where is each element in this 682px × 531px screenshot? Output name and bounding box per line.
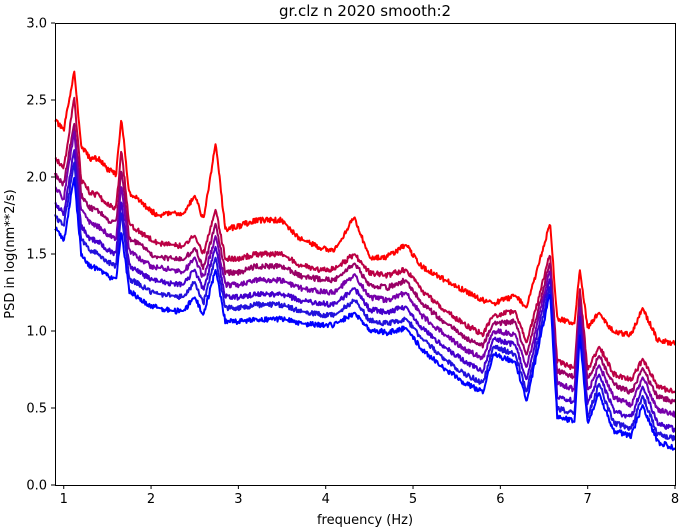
y-axis-label: PSD in log(nm**2/s) — [3, 189, 18, 319]
y-tick-label: 2.5 — [26, 94, 47, 109]
y-tick-label: 2.0 — [26, 171, 47, 186]
y-tick-label: 0.0 — [26, 479, 47, 494]
plot-frame — [55, 23, 676, 486]
series-line-2 — [54, 122, 676, 405]
x-tick-label: 1 — [60, 492, 68, 507]
x-tick-label: 4 — [322, 492, 330, 507]
series-line-1 — [54, 96, 676, 394]
series-line-4 — [54, 149, 676, 433]
x-axis-label: frequency (Hz) — [317, 513, 413, 528]
y-tick-label: 3.0 — [26, 17, 47, 32]
x-tick-label: 7 — [584, 492, 592, 507]
y-axis-ticks: 0.0 0.5 1.0 1.5 2.0 2.5 3.0 — [26, 17, 55, 494]
y-tick-label: 1.0 — [26, 325, 47, 340]
series-line-3 — [54, 130, 676, 418]
x-tick-label: 6 — [496, 492, 504, 507]
series-line-0 — [54, 70, 676, 346]
x-axis-ticks: 1 2 3 4 5 6 7 8 — [60, 485, 679, 507]
x-tick-label: 3 — [234, 492, 242, 507]
series-line-5 — [54, 161, 676, 442]
chart-title: gr.clz n 2020 smooth:2 — [279, 2, 451, 20]
x-tick-label: 8 — [671, 492, 679, 507]
x-tick-label: 5 — [409, 492, 417, 507]
y-tick-label: 1.5 — [26, 248, 47, 263]
x-tick-label: 2 — [147, 492, 155, 507]
series-line-6 — [54, 176, 676, 451]
series-layer — [54, 70, 676, 451]
y-tick-label: 0.5 — [26, 402, 47, 417]
